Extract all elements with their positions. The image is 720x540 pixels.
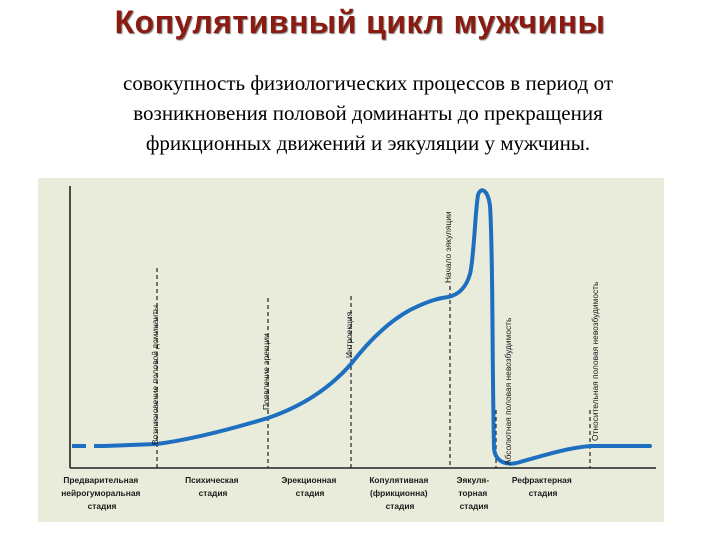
definition-line: возникновения половой доминанты до прекр… — [133, 101, 603, 125]
event-label-absolute-refractory: Абсолютная половая невозбудимость — [503, 317, 513, 465]
diagram-svg: Возникновение половой доминанты Появлени… — [61, 186, 656, 511]
definition-line: совокупность физиологических процессов в… — [123, 71, 613, 95]
copulatory-cycle-diagram: Возникновение половой доминанты Появлени… — [38, 178, 664, 522]
stage-label-ejaculatory: Эякуля- торная стадия — [457, 475, 492, 511]
definition-text: совокупность физиологических процессов в… — [48, 68, 688, 158]
arousal-curve — [102, 188, 652, 466]
event-label-intromission: Интроекция — [344, 312, 354, 358]
definition-line: фрикционных движений и эякуляции у мужчи… — [145, 131, 591, 155]
stage-label-erection: Эрекционная стадия — [281, 475, 338, 498]
event-label-dominant: Возникновение половой доминанты — [150, 305, 160, 445]
event-label-relative-refractory: Относительная половая невозбудимость — [590, 281, 600, 441]
stage-label-copulative: Копулятивная (фрикционна) стадия — [369, 475, 430, 511]
stage-label-refractory: Рефрактерная стадия — [512, 475, 574, 498]
stage-label-psychic: Психическая стадия — [185, 475, 241, 498]
stage-label-neurohumoral: Предварительная нейрогуморальная стадия — [61, 475, 143, 511]
event-label-ejaculation-start: Начало эякуляции — [443, 211, 453, 283]
slide-title: Копулятивный цикл мужчины — [114, 4, 606, 40]
event-label-erection: Появление эрекции — [261, 333, 271, 410]
